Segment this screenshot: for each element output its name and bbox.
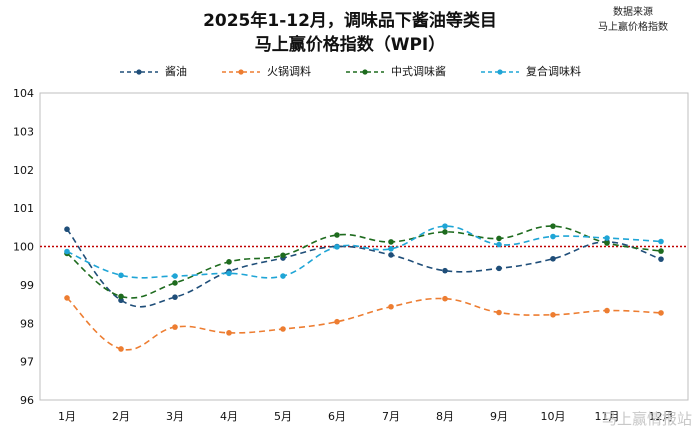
legend: 酱油 火锅调料 中式调味酱 复合调味料 xyxy=(0,64,700,80)
series-3-point xyxy=(118,272,124,279)
legend-label: 中式调味酱 xyxy=(391,65,446,78)
legend-item-chinese-sauce[interactable]: 中式调味酱 xyxy=(345,64,446,80)
series-2-point xyxy=(496,235,502,242)
x-tick-label: 11月 xyxy=(595,410,620,423)
x-tick-label: 4月 xyxy=(220,410,238,423)
series-2-point xyxy=(658,248,664,254)
series-0-point xyxy=(496,265,502,272)
series-1-point xyxy=(118,346,124,352)
series-0-point xyxy=(658,256,664,262)
series-1-point xyxy=(280,326,286,332)
series-0-point xyxy=(172,294,178,300)
series-2-point xyxy=(118,293,124,300)
series-3-point xyxy=(334,244,340,250)
x-tick-label: 2月 xyxy=(112,410,130,423)
chart-title-line-2: 马上赢价格指数（WPI） xyxy=(254,35,446,55)
series-1-point xyxy=(334,318,340,325)
series-2-point xyxy=(604,240,610,246)
x-tick-label: 6月 xyxy=(328,410,346,423)
series-3-point xyxy=(172,273,178,279)
series-0-point xyxy=(64,226,70,233)
series-3-point xyxy=(604,235,610,241)
series-2-point xyxy=(334,232,340,238)
series-2-point xyxy=(280,252,286,259)
x-tick-label: 9月 xyxy=(490,410,508,423)
series-1-point xyxy=(64,295,70,301)
x-tick-label: 3月 xyxy=(166,410,184,423)
y-tick-label: 100 xyxy=(13,241,34,254)
series-2-point xyxy=(172,280,178,286)
legend-swatch-icon xyxy=(346,69,384,75)
series-0-point xyxy=(550,255,556,262)
series-3-point xyxy=(658,238,664,245)
x-tick-label: 10月 xyxy=(541,410,566,423)
y-tick-label: 96 xyxy=(20,394,34,407)
legend-swatch-icon xyxy=(222,69,260,75)
legend-item-hotpot-seasoning[interactable]: 火锅调料 xyxy=(221,64,311,80)
series-3-point xyxy=(280,273,286,279)
y-tick-label: 104 xyxy=(13,87,34,100)
series-1-point xyxy=(226,330,232,336)
series-3-point xyxy=(226,270,232,277)
series-line-2 xyxy=(66,225,662,299)
legend-label: 复合调味料 xyxy=(526,65,581,78)
series-1-point xyxy=(172,324,178,330)
series-1-point xyxy=(388,303,394,310)
legend-swatch-icon xyxy=(481,69,519,75)
x-tick-label: 8月 xyxy=(436,410,454,423)
series-3-point xyxy=(388,246,394,252)
series-2-point xyxy=(550,223,556,229)
legend-label: 火锅调料 xyxy=(267,65,311,78)
series-3-point xyxy=(64,248,70,255)
series-2-point xyxy=(442,229,448,235)
x-tick-label: 12月 xyxy=(649,410,674,423)
series-1-point xyxy=(604,307,610,314)
legend-item-soy-sauce[interactable]: 酱油 xyxy=(119,64,187,80)
series-line-0 xyxy=(66,228,662,308)
y-tick-label: 99 xyxy=(20,279,34,292)
series-1-point xyxy=(442,295,448,302)
y-tick-label: 102 xyxy=(13,164,34,177)
x-tick-label: 5月 xyxy=(274,410,292,423)
source-label: 数据来源 xyxy=(613,7,653,18)
y-tick-label: 98 xyxy=(20,317,34,330)
legend-item-compound-seasoning[interactable]: 复合调味料 xyxy=(480,64,581,80)
chart-title-line-1: 2025年1-12月，调味品下酱油等类目 xyxy=(203,11,497,31)
series-2-point xyxy=(226,259,232,265)
series-0-point xyxy=(442,267,448,274)
series-3-point xyxy=(550,233,556,240)
series-1-point xyxy=(550,312,556,318)
x-tick-label: 1月 xyxy=(58,410,76,423)
series-1-point xyxy=(658,310,664,316)
source-name: 马上赢价格指数 xyxy=(598,22,668,33)
series-0-point xyxy=(118,297,124,304)
y-tick-label: 103 xyxy=(13,125,34,138)
watermark-text: 马上赢情报站 xyxy=(602,410,692,428)
legend-swatch-icon xyxy=(120,69,158,75)
series-line-1 xyxy=(66,297,662,351)
y-tick-label: 101 xyxy=(13,202,34,215)
series-line-3 xyxy=(66,225,662,279)
x-tick-label: 7月 xyxy=(382,410,400,423)
series-0-point xyxy=(388,252,394,258)
y-tick-label: 97 xyxy=(20,356,34,369)
series-1-point xyxy=(496,309,502,316)
series-2-point xyxy=(388,239,394,245)
legend-label: 酱油 xyxy=(165,65,187,78)
series-3-point xyxy=(442,223,448,229)
series-3-point xyxy=(496,241,502,248)
